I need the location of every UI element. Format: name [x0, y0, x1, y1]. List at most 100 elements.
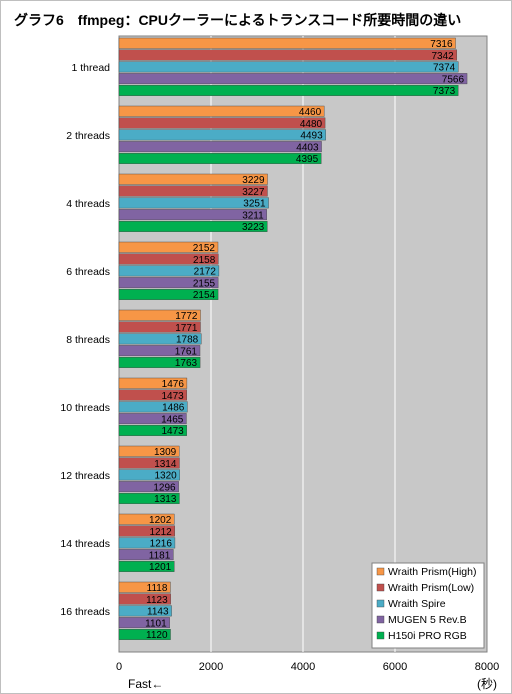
bar: [118, 61, 459, 73]
x-tick-label: 8000: [475, 661, 499, 673]
bar-value-label: 1473: [162, 391, 185, 402]
bar-value-label: 1476: [162, 379, 185, 390]
bar: [118, 253, 219, 265]
bar: [118, 401, 188, 413]
bar-value-label: 1473: [162, 426, 185, 437]
bar: [118, 220, 268, 232]
bar-value-label: 1118: [147, 583, 168, 594]
category-label: 6 threads: [66, 266, 110, 278]
x-tick-label: 0: [116, 661, 122, 673]
bar: [118, 105, 325, 117]
category-label: 10 threads: [60, 402, 110, 414]
category-label: 14 threads: [60, 538, 110, 550]
bar: [118, 561, 175, 572]
bar-value-label: 1181: [149, 550, 171, 561]
bar-value-label: 1143: [147, 607, 169, 618]
bar: [118, 493, 180, 504]
chart-title: グラフ6 ffmpeg：CPUクーラーによるトランスコード所要時間の違い: [14, 12, 462, 28]
bar: [118, 457, 180, 469]
bar: [118, 581, 171, 593]
category-label: 16 threads: [60, 606, 110, 618]
x-axis-ticks: 0 2000 4000 6000 8000: [116, 661, 499, 673]
bar: [118, 525, 175, 537]
bar: [118, 537, 176, 549]
bar-value-label: 2155: [193, 278, 216, 289]
bar-value-label: 4460: [299, 107, 322, 118]
bar: [118, 129, 326, 141]
bar: [118, 549, 174, 561]
bar-value-label: 1763: [175, 358, 198, 369]
bar: [118, 37, 456, 49]
bar-value-label: 3229: [242, 175, 265, 186]
x-tick-label: 2000: [199, 661, 223, 673]
category-label: 12 threads: [60, 470, 110, 482]
bar-value-label: 2158: [193, 255, 216, 266]
legend-entry: Wraith Spire: [388, 598, 446, 610]
x-axis-unit-label: (秒): [477, 677, 497, 691]
legend-swatch: [376, 631, 385, 640]
bar-value-label: 4480: [300, 119, 323, 130]
bar: [118, 241, 219, 253]
bar: [118, 389, 187, 401]
bar: [118, 593, 171, 605]
legend-swatch: [376, 615, 385, 624]
bar-value-label: 1212: [150, 527, 173, 538]
legend-swatch: [376, 583, 385, 592]
bar: [118, 173, 268, 185]
x-axis-label-fast: Fast←: [128, 677, 163, 691]
bar: [118, 605, 172, 617]
bar-value-label: 1465: [161, 414, 184, 425]
bar: [118, 445, 180, 457]
bar: [118, 345, 201, 357]
bar: [118, 425, 187, 436]
bar-value-label: 1314: [154, 459, 177, 470]
bar-value-label: 1101: [145, 618, 167, 629]
bar-value-label: 1123: [146, 595, 168, 606]
bar-value-label: 1296: [153, 482, 176, 493]
bar: [118, 481, 179, 493]
bar-value-label: 1788: [176, 335, 199, 346]
bar-value-label: 2154: [193, 290, 216, 301]
bar-value-label: 7566: [442, 74, 465, 85]
bar: [118, 49, 457, 61]
bar-value-label: 2152: [193, 243, 216, 254]
bar: [118, 152, 322, 164]
bar-value-label: 1313: [154, 494, 177, 505]
bar-value-label: 3227: [242, 187, 265, 198]
bar: [118, 117, 326, 129]
bar-value-label: 3251: [243, 199, 266, 210]
bar-value-label: 3211: [242, 210, 264, 221]
category-labels: 1 thread 2 threads 4 threads 6 threads 8 thr…: [60, 62, 110, 618]
bar: [118, 265, 220, 277]
bar: [118, 513, 175, 525]
bar: [118, 377, 188, 389]
bar-value-label: 2172: [194, 267, 217, 278]
bar-value-label: 7374: [433, 63, 456, 74]
bar-value-label: 3223: [242, 222, 265, 233]
bar-value-label: 1216: [150, 539, 173, 550]
bar-value-label: 7342: [431, 51, 454, 62]
bar: [118, 209, 267, 221]
bar-value-label: 1761: [175, 346, 198, 357]
bar: [118, 185, 268, 197]
legend-swatch: [376, 599, 385, 608]
bar: [118, 629, 171, 640]
bar: [118, 333, 202, 345]
bar: [118, 357, 201, 368]
bar: [118, 289, 219, 300]
category-label: 4 threads: [66, 198, 110, 210]
bar-value-label: 4403: [296, 142, 319, 153]
bar: [118, 141, 322, 153]
bar-value-label: 1486: [162, 403, 185, 414]
legend-box: [371, 562, 485, 649]
bar-value-label: 1201: [149, 562, 172, 573]
bar: [118, 84, 459, 96]
bar: [118, 309, 201, 321]
bar-value-label: 4395: [296, 154, 319, 165]
legend: Wraith Prism(High) Wraith Prism(Low) Wrait…: [371, 562, 485, 649]
bar-value-label: 1771: [175, 323, 198, 334]
bar-value-label: 1320: [154, 471, 177, 482]
category-label: 8 threads: [66, 334, 110, 346]
